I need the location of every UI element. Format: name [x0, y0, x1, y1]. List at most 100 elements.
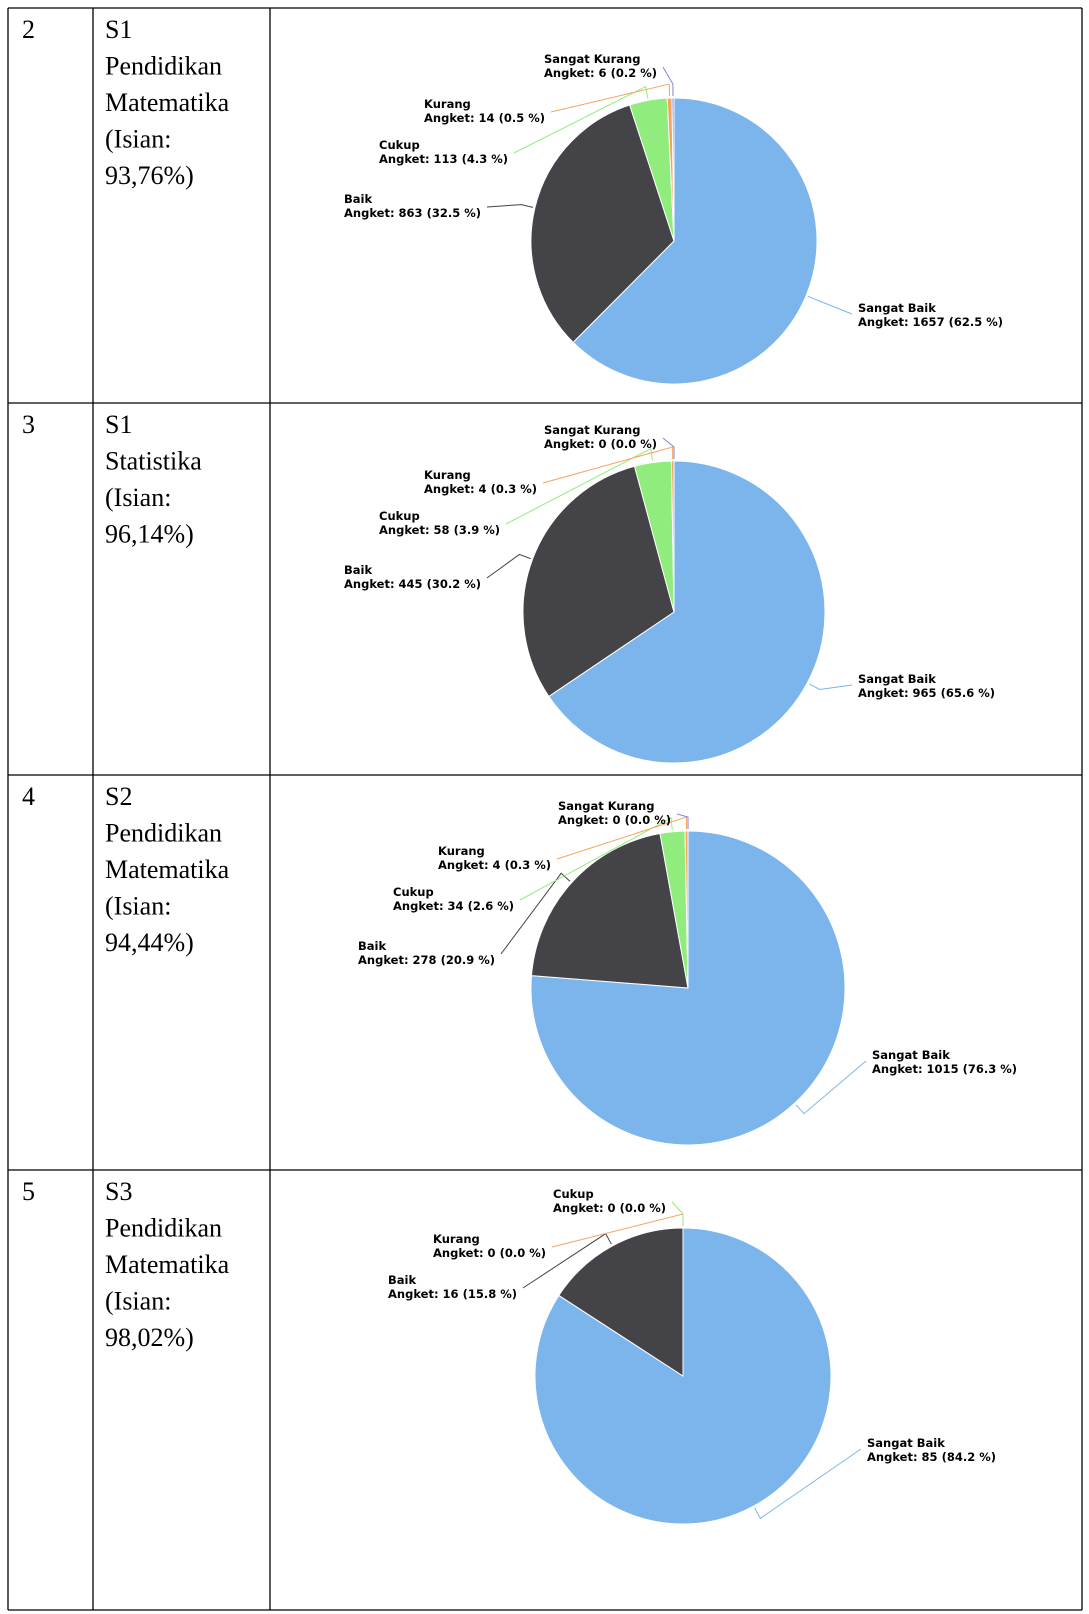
label-name: Cukup: [553, 1187, 594, 1201]
program-line: S1: [105, 15, 132, 44]
program-line: 93,76%): [105, 161, 194, 190]
label-value: Angket: 85 (84.2 %): [867, 1450, 996, 1464]
label-value: Angket: 0 (0.0 %): [558, 813, 671, 827]
label-name: Sangat Baik: [858, 672, 936, 686]
row-number: 5: [22, 1177, 35, 1206]
label-name: Cukup: [379, 138, 420, 152]
label-name: Kurang: [433, 1232, 480, 1246]
program-line: S1: [105, 410, 132, 439]
program-line: 96,14%): [105, 520, 194, 549]
label-value: Angket: 445 (30.2 %): [344, 577, 481, 591]
program-line: S2: [105, 782, 132, 811]
label-connector: [795, 1060, 867, 1115]
label-connector: [500, 872, 571, 955]
label-value: Angket: 863 (32.5 %): [344, 206, 481, 220]
label-connector: [662, 437, 675, 459]
label-value: Angket: 14 (0.5 %): [424, 111, 545, 125]
label-connector: [807, 295, 853, 315]
label-connector: [542, 446, 674, 484]
label-name: Baik: [344, 192, 372, 206]
label-name: Cukup: [393, 885, 434, 899]
label-value: Angket: 1015 (76.3 %): [872, 1062, 1017, 1076]
pie-slice: [530, 104, 675, 344]
label-connector: [519, 817, 673, 901]
row-number: 2: [22, 15, 35, 44]
label-connector: [505, 447, 654, 525]
program-line: (Isian:: [105, 1287, 171, 1316]
label-name: Sangat Kurang: [544, 423, 640, 437]
program-line: Pendidikan: [105, 52, 222, 81]
label-value: Angket: 113 (4.3 %): [379, 152, 508, 166]
label-value: Angket: 278 (20.9 %): [358, 953, 495, 967]
label-name: Cukup: [379, 509, 420, 523]
label-value: Angket: 0 (0.0 %): [544, 437, 657, 451]
label-value: Angket: 0 (0.0 %): [433, 1246, 546, 1260]
label-name: Kurang: [438, 844, 485, 858]
label-name: Sangat Baik: [867, 1436, 945, 1450]
label-value: Angket: 965 (65.6 %): [858, 686, 995, 700]
label-name: Baik: [358, 939, 386, 953]
label-connector: [486, 204, 534, 208]
label-connector: [662, 66, 674, 97]
label-name: Sangat Baik: [872, 1048, 950, 1062]
row-number: 4: [22, 782, 35, 811]
label-value: Angket: 34 (2.6 %): [393, 899, 514, 913]
label-connector: [550, 83, 671, 113]
label-name: Kurang: [424, 97, 471, 111]
program-line: Matematika: [105, 88, 230, 117]
label-name: Kurang: [424, 468, 471, 482]
label-connector: [808, 683, 853, 690]
label-connector: [513, 85, 649, 154]
label-value: Angket: 16 (15.8 %): [388, 1287, 517, 1301]
label-connector: [671, 1201, 684, 1226]
row-number: 3: [22, 410, 35, 439]
pie-slice: [558, 1227, 684, 1377]
program-line: 98,02%): [105, 1323, 194, 1352]
label-connector: [754, 1448, 862, 1520]
label-value: Angket: 1657 (62.5 %): [858, 315, 1003, 329]
label-name: Sangat Baik: [858, 301, 936, 315]
pie-slice: [671, 97, 675, 242]
pie-slice: [572, 97, 818, 385]
program-line: Matematika: [105, 855, 230, 884]
program-line: S3: [105, 1177, 132, 1206]
label-value: Angket: 4 (0.3 %): [424, 482, 537, 496]
pie-slice: [530, 832, 689, 989]
label-name: Baik: [344, 563, 372, 577]
label-value: Angket: 0 (0.0 %): [553, 1201, 666, 1215]
program-line: 94,44%): [105, 928, 194, 957]
label-value: Angket: 4 (0.3 %): [438, 858, 551, 872]
program-line: Statistika: [105, 447, 202, 476]
label-connector: [676, 813, 689, 829]
pie-slice: [522, 465, 675, 698]
program-line: (Isian:: [105, 892, 171, 921]
label-value: Angket: 6 (0.2 %): [544, 66, 657, 80]
program-line: (Isian:: [105, 125, 171, 154]
label-value: Angket: 58 (3.9 %): [379, 523, 500, 537]
program-line: Matematika: [105, 1250, 230, 1279]
label-name: Sangat Kurang: [558, 799, 654, 813]
label-name: Sangat Kurang: [544, 52, 640, 66]
pie-slice: [548, 460, 826, 764]
label-connector: [486, 553, 531, 579]
